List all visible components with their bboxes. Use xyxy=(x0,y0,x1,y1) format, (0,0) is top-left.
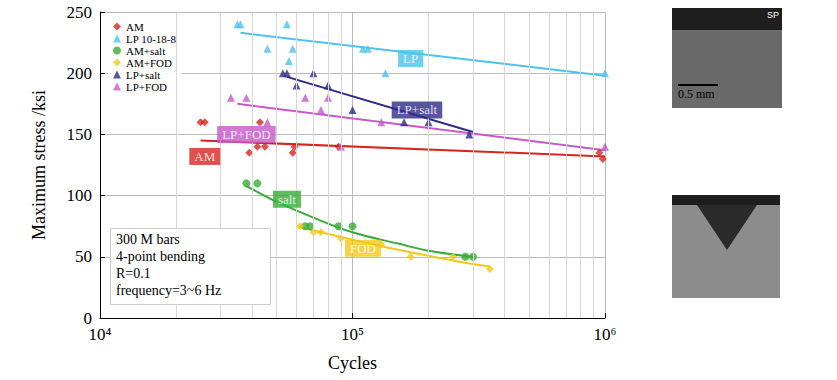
svg-text:4-point bending: 4-point bending xyxy=(116,249,205,264)
svg-text:FOD: FOD xyxy=(350,241,376,256)
svg-text:AM: AM xyxy=(126,21,144,33)
svg-text:LP+FOD: LP+FOD xyxy=(222,127,271,142)
svg-text:LP 10-18-8: LP 10-18-8 xyxy=(126,33,177,45)
svg-text:150: 150 xyxy=(67,125,93,144)
svg-text:250: 250 xyxy=(67,3,93,22)
svg-text:100: 100 xyxy=(67,186,93,205)
svg-text:AM+salt: AM+salt xyxy=(126,45,165,57)
svg-text:50: 50 xyxy=(75,247,92,266)
svg-text:LP+salt: LP+salt xyxy=(126,69,160,81)
svg-text:Maximum stress /ksi: Maximum stress /ksi xyxy=(29,90,49,240)
svg-text:0.5 mm: 0.5 mm xyxy=(678,87,715,101)
svg-text:LP+FOD: LP+FOD xyxy=(126,81,167,93)
svg-text:frequency=3~6 Hz: frequency=3~6 Hz xyxy=(116,283,221,298)
svg-text:0: 0 xyxy=(83,308,92,328)
svg-text:10⁵: 10⁵ xyxy=(341,325,364,344)
svg-text:salt: salt xyxy=(278,192,296,207)
svg-text:AM+FOD: AM+FOD xyxy=(126,57,172,69)
svg-text:LP+salt: LP+salt xyxy=(397,102,438,117)
svg-text:10⁴: 10⁴ xyxy=(89,325,112,344)
svg-text:200: 200 xyxy=(67,64,93,83)
svg-text:SP: SP xyxy=(767,10,779,20)
svg-text:R=0.1: R=0.1 xyxy=(116,266,151,281)
svg-text:Cycles: Cycles xyxy=(328,353,377,373)
svg-text:LP: LP xyxy=(403,51,418,66)
svg-text:300 M bars: 300 M bars xyxy=(116,232,180,247)
svg-text:AM: AM xyxy=(194,149,215,164)
svg-text:10⁶: 10⁶ xyxy=(594,325,617,344)
